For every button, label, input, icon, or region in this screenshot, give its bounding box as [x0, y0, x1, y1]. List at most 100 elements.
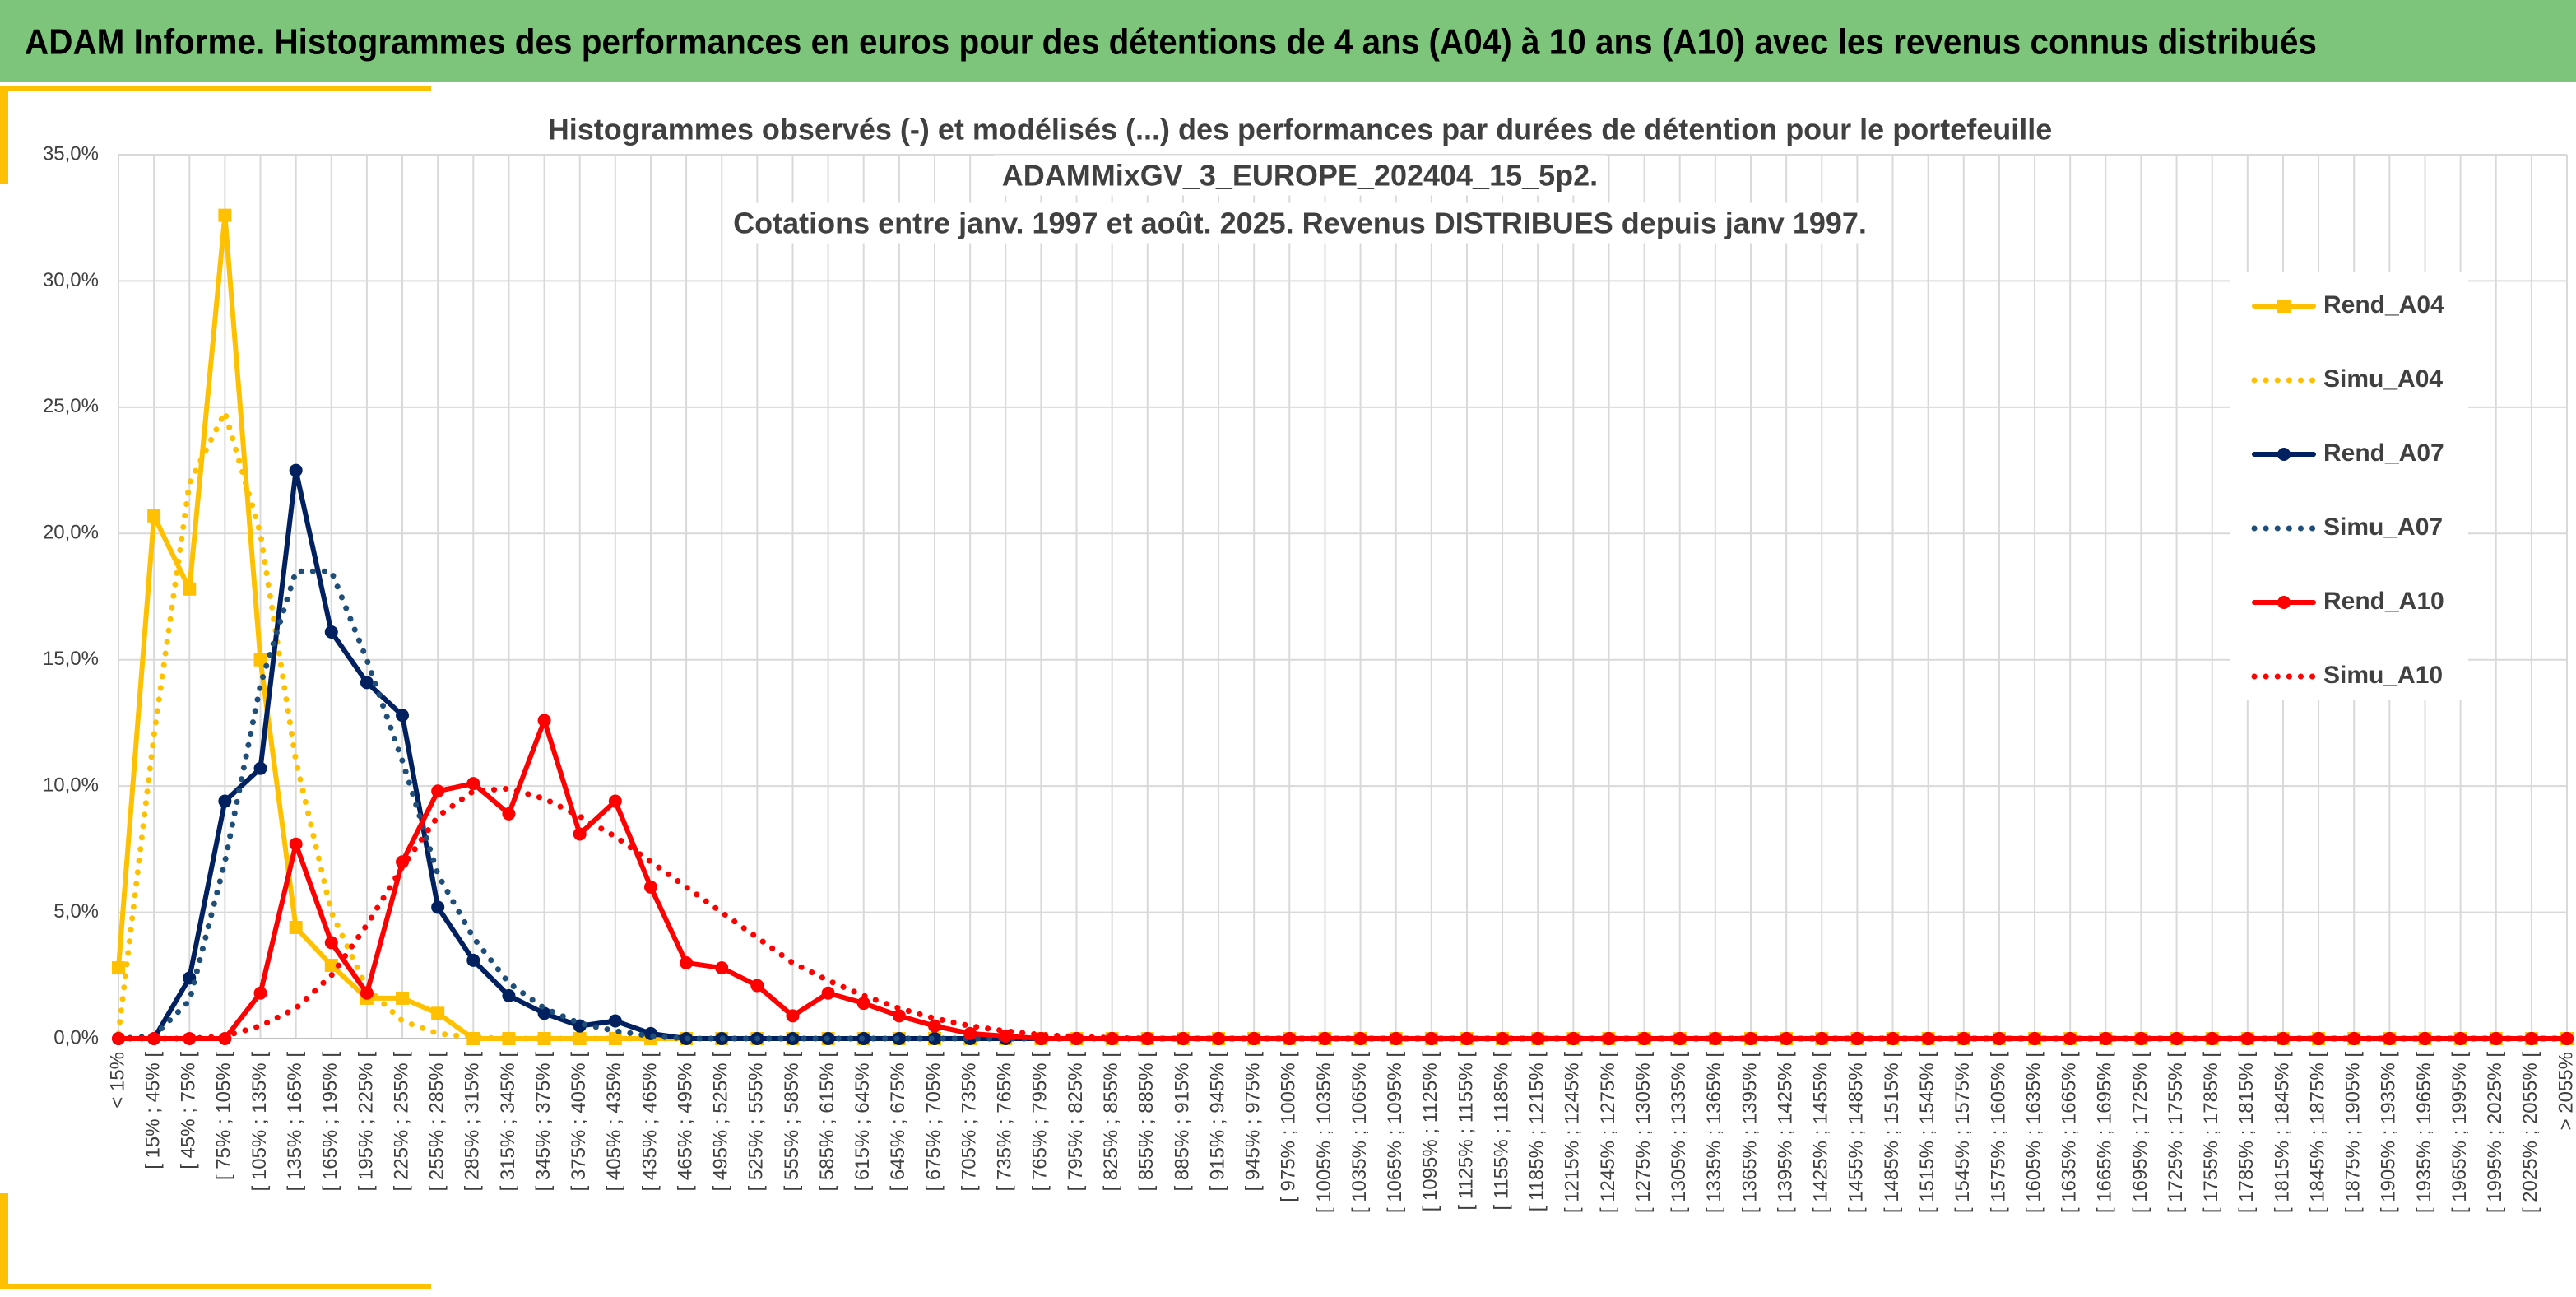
marker	[112, 961, 125, 975]
x-tick-label: [ 315% ; 345% [	[497, 1052, 519, 1192]
marker	[1673, 1032, 1687, 1045]
x-tick-label: [ 1815% ; 1845% [	[2271, 1052, 2293, 1213]
x-tick-label: [ 1125% ; 1155% [	[1455, 1052, 1477, 1211]
x-tick-label: [ 75% ; 105% [	[213, 1052, 235, 1180]
legend-marker	[2277, 300, 2291, 313]
chart-title: ADAMMixGV_3_EUROPE_202404_15_5p2.	[1002, 159, 1598, 193]
marker	[1460, 1032, 1474, 1045]
marker	[1424, 1032, 1438, 1045]
marker	[253, 653, 267, 667]
marker	[289, 463, 303, 477]
x-tick-label: [ 1155% ; 1185% [	[1490, 1052, 1512, 1211]
marker	[324, 936, 338, 950]
x-tick-label: [ 2025% ; 2055% [	[2519, 1052, 2541, 1213]
legend-label: Simu_A04	[2323, 365, 2443, 393]
title-background	[539, 109, 2061, 150]
series-line	[115, 785, 2570, 1042]
x-tick-label: [ 1005% ; 1035% [	[1313, 1052, 1335, 1213]
marker	[431, 1006, 445, 1020]
x-tick-label: [ 1305% ; 1335% [	[1668, 1052, 1690, 1213]
marker	[1566, 1032, 1580, 1045]
x-tick-label: [ 1515% ; 1545% [	[1916, 1052, 1938, 1213]
x-tick-label: [ 195% ; 225% [	[355, 1052, 377, 1192]
legend-background	[2230, 272, 2468, 700]
x-tick-label: < 15%	[106, 1052, 128, 1109]
marker	[1637, 1032, 1651, 1045]
x-tick-label: [ 1605% ; 1635% [	[2022, 1052, 2045, 1213]
x-tick-label: [ 1965% ; 1995% [	[2448, 1052, 2471, 1213]
marker	[396, 991, 410, 1005]
marker	[431, 900, 445, 914]
marker	[183, 582, 197, 596]
marker	[2134, 1032, 2148, 1045]
marker	[1531, 1032, 1545, 1045]
marker	[2028, 1032, 2042, 1045]
marker	[537, 1032, 551, 1045]
series-line	[115, 409, 2570, 1042]
marker	[502, 807, 516, 821]
x-tick-label: [ 1485% ; 1515% [	[1881, 1052, 1903, 1213]
marker	[466, 777, 480, 791]
chart-title: Histogrammes observés (-) et modélisés (…	[548, 113, 2052, 146]
y-tick-label: 30,0%	[43, 269, 99, 291]
y-tick-label: 25,0%	[43, 395, 99, 417]
x-tick-label: [ 1185% ; 1215% [	[1526, 1052, 1548, 1212]
x-tick-label: [ 915% ; 945% [	[1206, 1052, 1228, 1192]
x-tick-label: [ 465% ; 495% [	[674, 1052, 696, 1192]
marker	[324, 625, 338, 639]
x-tick-label: [ 1755% ; 1785% [	[2200, 1052, 2222, 1213]
marker	[324, 959, 338, 973]
marker	[643, 880, 657, 894]
series-line	[116, 718, 2569, 1041]
decor-line	[0, 86, 8, 184]
marker	[289, 920, 303, 934]
marker	[750, 979, 764, 993]
series-line	[116, 212, 2569, 1041]
decor-line	[0, 1193, 8, 1289]
marker	[892, 1009, 906, 1023]
series-line	[115, 568, 2570, 1042]
x-tick-label: [ 945% ; 975% [	[1242, 1052, 1265, 1192]
x-tick-label: [ 1695% ; 1725% [	[2129, 1052, 2151, 1213]
x-tick-label: [ 1905% ; 1935% [	[2378, 1052, 2400, 1213]
x-tick-label: [ 405% ; 435% [	[603, 1052, 625, 1192]
marker	[608, 1032, 622, 1045]
marker	[928, 1019, 941, 1033]
y-tick-label: 0,0%	[53, 1026, 99, 1048]
marker	[2276, 1032, 2290, 1045]
marker	[1602, 1032, 1616, 1045]
marker	[2240, 1032, 2254, 1045]
marker	[360, 676, 374, 690]
x-tick-label: [ 1245% ; 1275% [	[1597, 1052, 1619, 1213]
x-tick-label: [ 1365% ; 1395% [	[1738, 1052, 1761, 1213]
marker	[431, 784, 445, 798]
marker	[396, 709, 410, 723]
legend-label: Simu_A10	[2323, 662, 2443, 689]
x-tick-label: [ 555% ; 585% [	[781, 1052, 803, 1192]
x-tick-label: [ 825% ; 855% [	[1100, 1052, 1122, 1192]
marker	[253, 761, 267, 775]
marker	[466, 953, 480, 967]
x-tick-label: [ 135% ; 165% [	[284, 1052, 306, 1192]
title-background	[993, 155, 1607, 196]
x-tick-label: [ 1335% ; 1365% [	[1703, 1052, 1725, 1213]
marker	[715, 961, 729, 975]
x-tick-label: [ 735% ; 765% [	[994, 1052, 1016, 1192]
x-tick-label: [ 975% ; 1005% [	[1278, 1052, 1300, 1202]
marker	[821, 986, 835, 1000]
x-tick-label: [ 1935% ; 1965% [	[2413, 1052, 2435, 1213]
x-tick-label: [ 1875% ; 1905% [	[2342, 1052, 2365, 1213]
marker	[2170, 1032, 2184, 1045]
x-tick-label: [ 525% ; 555% [	[745, 1052, 768, 1192]
x-tick-label: [ 1995% ; 2025% [	[2484, 1052, 2506, 1213]
x-tick-label: [ 105% ; 135% [	[248, 1052, 271, 1192]
marker	[502, 988, 516, 1002]
x-tick-label: [ 1845% ; 1875% [	[2306, 1052, 2328, 1213]
x-tick-label: [ 1635% ; 1665% [	[2058, 1052, 2081, 1213]
x-tick-label: [ 15% ; 45% [	[142, 1052, 164, 1169]
x-tick-label: [ 615% ; 645% [	[852, 1052, 874, 1192]
y-tick-label: 5,0%	[53, 900, 99, 923]
legend-label: Rend_A07	[2323, 439, 2444, 467]
y-tick-label: 20,0%	[43, 522, 99, 544]
marker	[643, 1026, 657, 1040]
